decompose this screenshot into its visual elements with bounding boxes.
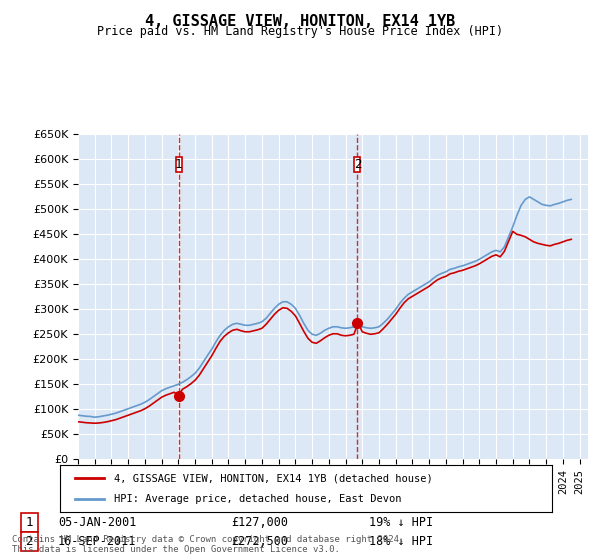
Text: 1: 1: [175, 158, 182, 171]
Text: 4, GISSAGE VIEW, HONITON, EX14 1YB: 4, GISSAGE VIEW, HONITON, EX14 1YB: [145, 14, 455, 29]
Text: 18% ↓ HPI: 18% ↓ HPI: [369, 535, 433, 548]
Text: £272,500: £272,500: [231, 535, 288, 548]
Text: 05-JAN-2001: 05-JAN-2001: [58, 516, 136, 529]
FancyBboxPatch shape: [20, 533, 38, 552]
FancyBboxPatch shape: [355, 157, 361, 172]
Text: Price paid vs. HM Land Registry's House Price Index (HPI): Price paid vs. HM Land Registry's House …: [97, 25, 503, 38]
Text: 19% ↓ HPI: 19% ↓ HPI: [369, 516, 433, 529]
Text: 2: 2: [26, 535, 33, 548]
FancyBboxPatch shape: [20, 514, 38, 533]
Text: 4, GISSAGE VIEW, HONITON, EX14 1YB (detached house): 4, GISSAGE VIEW, HONITON, EX14 1YB (deta…: [114, 473, 433, 483]
Text: 2: 2: [353, 158, 361, 171]
Text: 16-SEP-2011: 16-SEP-2011: [58, 535, 136, 548]
Text: HPI: Average price, detached house, East Devon: HPI: Average price, detached house, East…: [114, 494, 401, 504]
FancyBboxPatch shape: [176, 157, 182, 172]
Text: Contains HM Land Registry data © Crown copyright and database right 2024.
This d: Contains HM Land Registry data © Crown c…: [12, 535, 404, 554]
Text: £127,000: £127,000: [231, 516, 288, 529]
Text: 1: 1: [26, 516, 33, 529]
